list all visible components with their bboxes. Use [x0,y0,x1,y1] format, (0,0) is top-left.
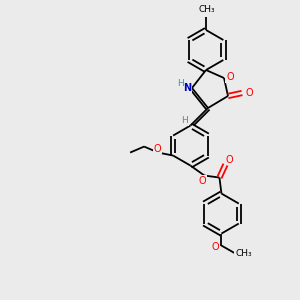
Text: CH₃: CH₃ [235,249,252,258]
Text: O: O [226,154,233,165]
Text: O: O [245,88,253,98]
Text: O: O [153,144,161,154]
Text: O: O [199,176,206,186]
Text: O: O [212,242,219,252]
Text: H: H [181,116,188,125]
Text: N: N [183,83,191,93]
Text: CH₃: CH₃ [199,5,215,14]
Text: H: H [177,80,183,88]
Text: O: O [226,72,234,82]
